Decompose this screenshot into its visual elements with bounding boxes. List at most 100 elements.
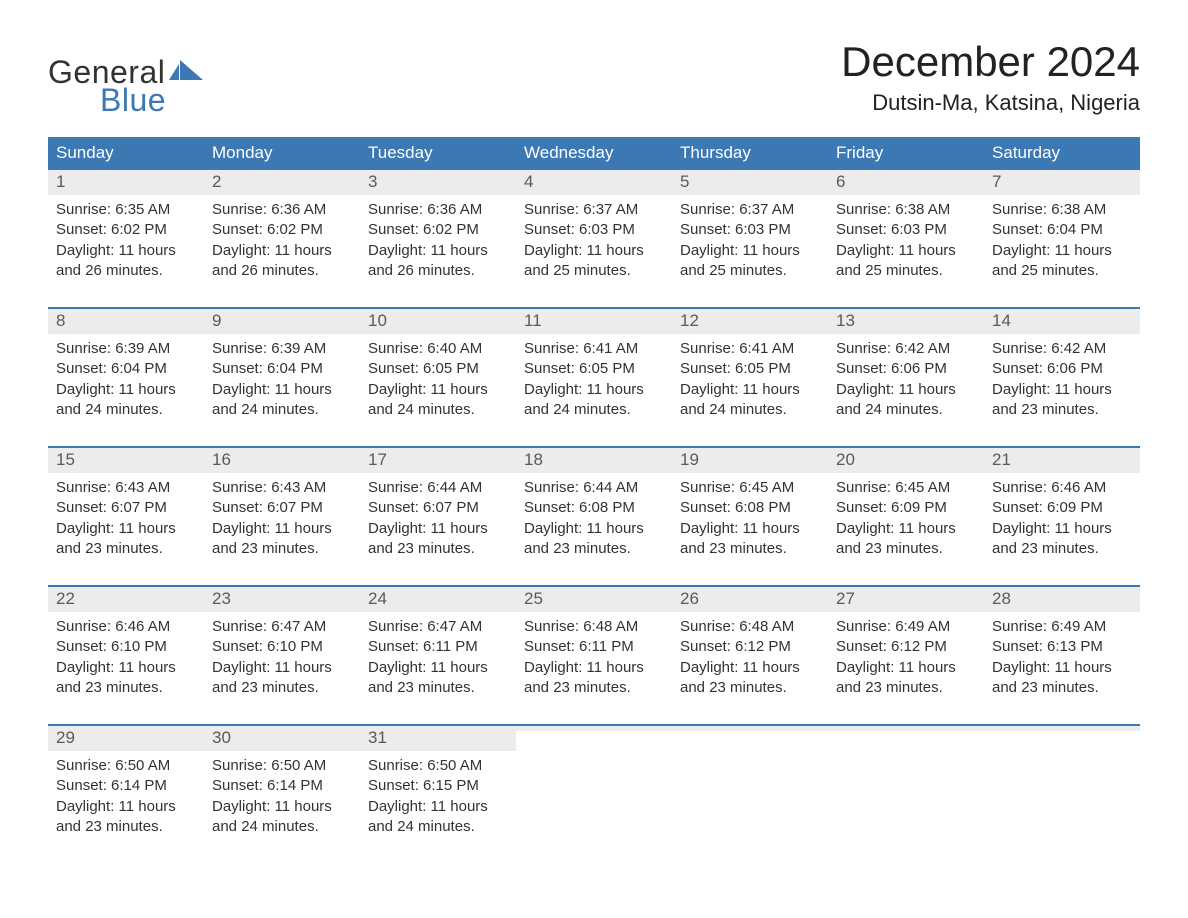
calendar-day: 30Sunrise: 6:50 AMSunset: 6:14 PMDayligh… [204, 726, 360, 841]
weekday-header-cell: Wednesday [516, 137, 672, 170]
calendar-day: 28Sunrise: 6:49 AMSunset: 6:13 PMDayligh… [984, 587, 1140, 702]
sunrise-line: Sunrise: 6:36 AM [368, 200, 508, 220]
calendar-day: 13Sunrise: 6:42 AMSunset: 6:06 PMDayligh… [828, 309, 984, 424]
daylight-line-1: Daylight: 11 hours [680, 241, 820, 261]
sunrise-line: Sunrise: 6:42 AM [836, 339, 976, 359]
day-number-bar: 23 [204, 587, 360, 612]
sunrise-line: Sunrise: 6:46 AM [992, 478, 1132, 498]
day-number-bar: 19 [672, 448, 828, 473]
day-body: Sunrise: 6:50 AMSunset: 6:14 PMDaylight:… [204, 751, 360, 841]
sunrise-line: Sunrise: 6:45 AM [680, 478, 820, 498]
sunset-line: Sunset: 6:03 PM [680, 220, 820, 240]
sunset-line: Sunset: 6:02 PM [56, 220, 196, 240]
day-body: Sunrise: 6:48 AMSunset: 6:12 PMDaylight:… [672, 612, 828, 702]
location: Dutsin-Ma, Katsina, Nigeria [841, 90, 1140, 116]
day-body: Sunrise: 6:37 AMSunset: 6:03 PMDaylight:… [672, 195, 828, 285]
daylight-line-1: Daylight: 11 hours [836, 380, 976, 400]
sunset-line: Sunset: 6:09 PM [992, 498, 1132, 518]
day-number: 3 [360, 170, 516, 195]
sunset-line: Sunset: 6:13 PM [992, 637, 1132, 657]
daylight-line-1: Daylight: 11 hours [368, 519, 508, 539]
daylight-line-2: and 23 minutes. [836, 678, 976, 698]
day-number: 8 [48, 309, 204, 334]
daylight-line-1: Daylight: 11 hours [992, 519, 1132, 539]
day-number: 10 [360, 309, 516, 334]
day-number-bar: 3 [360, 170, 516, 195]
sunrise-line: Sunrise: 6:36 AM [212, 200, 352, 220]
day-number: 25 [516, 587, 672, 612]
calendar-page: General Blue December 2024 Dutsin-Ma, Ka… [0, 0, 1188, 881]
sunrise-line: Sunrise: 6:40 AM [368, 339, 508, 359]
calendar-day: 6Sunrise: 6:38 AMSunset: 6:03 PMDaylight… [828, 170, 984, 285]
calendar-day: 4Sunrise: 6:37 AMSunset: 6:03 PMDaylight… [516, 170, 672, 285]
day-number-bar: 10 [360, 309, 516, 334]
day-body: Sunrise: 6:41 AMSunset: 6:05 PMDaylight:… [516, 334, 672, 424]
sunset-line: Sunset: 6:14 PM [212, 776, 352, 796]
daylight-line-2: and 23 minutes. [680, 678, 820, 698]
day-body: Sunrise: 6:41 AMSunset: 6:05 PMDaylight:… [672, 334, 828, 424]
weekday-header-cell: Saturday [984, 137, 1140, 170]
daylight-line-2: and 25 minutes. [992, 261, 1132, 281]
daylight-line-2: and 23 minutes. [680, 539, 820, 559]
sunset-line: Sunset: 6:03 PM [836, 220, 976, 240]
sunset-line: Sunset: 6:07 PM [56, 498, 196, 518]
daylight-line-2: and 23 minutes. [56, 817, 196, 837]
day-number: 15 [48, 448, 204, 473]
calendar-day: 18Sunrise: 6:44 AMSunset: 6:08 PMDayligh… [516, 448, 672, 563]
calendar-day: 8Sunrise: 6:39 AMSunset: 6:04 PMDaylight… [48, 309, 204, 424]
sunset-line: Sunset: 6:06 PM [992, 359, 1132, 379]
daylight-line-2: and 25 minutes. [836, 261, 976, 281]
day-body: Sunrise: 6:46 AMSunset: 6:09 PMDaylight:… [984, 473, 1140, 563]
daylight-line-1: Daylight: 11 hours [836, 519, 976, 539]
daylight-line-1: Daylight: 11 hours [992, 380, 1132, 400]
sunset-line: Sunset: 6:10 PM [56, 637, 196, 657]
week-row: 8Sunrise: 6:39 AMSunset: 6:04 PMDaylight… [48, 307, 1140, 424]
day-number-bar: 4 [516, 170, 672, 195]
daylight-line-2: and 24 minutes. [368, 400, 508, 420]
day-number: 26 [672, 587, 828, 612]
calendar-day: 16Sunrise: 6:43 AMSunset: 6:07 PMDayligh… [204, 448, 360, 563]
sunrise-line: Sunrise: 6:43 AM [212, 478, 352, 498]
day-body: Sunrise: 6:48 AMSunset: 6:11 PMDaylight:… [516, 612, 672, 702]
sunset-line: Sunset: 6:12 PM [836, 637, 976, 657]
sunrise-line: Sunrise: 6:44 AM [368, 478, 508, 498]
sunset-line: Sunset: 6:08 PM [524, 498, 664, 518]
sunrise-line: Sunrise: 6:41 AM [680, 339, 820, 359]
day-number: 28 [984, 587, 1140, 612]
calendar-day: 25Sunrise: 6:48 AMSunset: 6:11 PMDayligh… [516, 587, 672, 702]
day-number: 29 [48, 726, 204, 751]
week-row: 29Sunrise: 6:50 AMSunset: 6:14 PMDayligh… [48, 724, 1140, 841]
day-number-bar: 16 [204, 448, 360, 473]
calendar-day: 10Sunrise: 6:40 AMSunset: 6:05 PMDayligh… [360, 309, 516, 424]
calendar-day: 3Sunrise: 6:36 AMSunset: 6:02 PMDaylight… [360, 170, 516, 285]
daylight-line-2: and 23 minutes. [524, 678, 664, 698]
day-body: Sunrise: 6:45 AMSunset: 6:09 PMDaylight:… [828, 473, 984, 563]
daylight-line-1: Daylight: 11 hours [212, 519, 352, 539]
calendar-day: 20Sunrise: 6:45 AMSunset: 6:09 PMDayligh… [828, 448, 984, 563]
brand-word2: Blue [100, 82, 166, 119]
day-number-bar: 15 [48, 448, 204, 473]
sunrise-line: Sunrise: 6:39 AM [212, 339, 352, 359]
sunrise-line: Sunrise: 6:38 AM [836, 200, 976, 220]
page-title: December 2024 [841, 40, 1140, 84]
day-number: 23 [204, 587, 360, 612]
daylight-line-1: Daylight: 11 hours [368, 658, 508, 678]
weekday-header-cell: Sunday [48, 137, 204, 170]
sunrise-line: Sunrise: 6:45 AM [836, 478, 976, 498]
sunrise-line: Sunrise: 6:50 AM [212, 756, 352, 776]
sunset-line: Sunset: 6:10 PM [212, 637, 352, 657]
daylight-line-1: Daylight: 11 hours [212, 658, 352, 678]
calendar-day: 12Sunrise: 6:41 AMSunset: 6:05 PMDayligh… [672, 309, 828, 424]
day-number: 14 [984, 309, 1140, 334]
sunset-line: Sunset: 6:08 PM [680, 498, 820, 518]
sunrise-line: Sunrise: 6:46 AM [56, 617, 196, 637]
day-body: Sunrise: 6:42 AMSunset: 6:06 PMDaylight:… [984, 334, 1140, 424]
day-body [828, 731, 984, 740]
sunrise-line: Sunrise: 6:49 AM [836, 617, 976, 637]
day-body: Sunrise: 6:39 AMSunset: 6:04 PMDaylight:… [204, 334, 360, 424]
sunset-line: Sunset: 6:07 PM [368, 498, 508, 518]
day-number-bar: 11 [516, 309, 672, 334]
day-number: 20 [828, 448, 984, 473]
day-number-bar: 2 [204, 170, 360, 195]
day-body: Sunrise: 6:38 AMSunset: 6:03 PMDaylight:… [828, 195, 984, 285]
